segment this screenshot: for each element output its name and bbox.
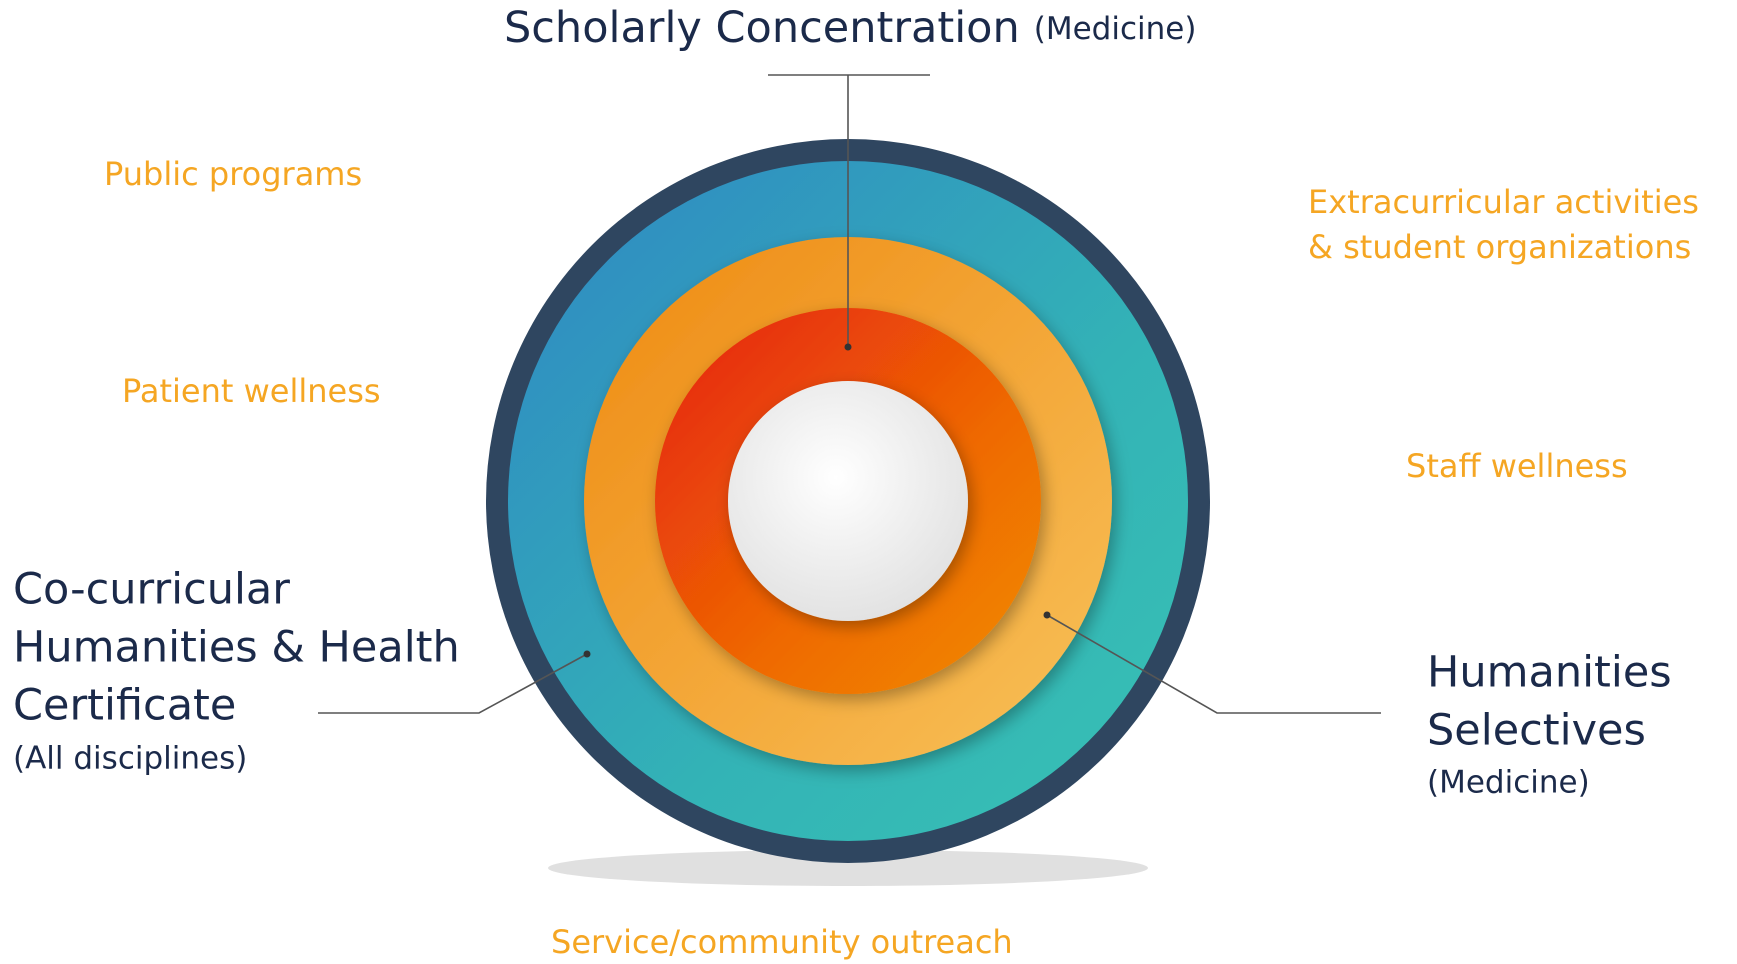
left-label: Co-curricular bbox=[13, 565, 290, 615]
context-label: Staff wellness bbox=[1406, 447, 1628, 485]
right-label: Selectives bbox=[1427, 706, 1646, 756]
title: Scholarly Concentration (Medicine) bbox=[504, 3, 1196, 53]
right-note: (Medicine) bbox=[1427, 765, 1590, 801]
connectors bbox=[318, 74, 1381, 714]
context-label: Extracurricular activities bbox=[1308, 183, 1699, 221]
left-label: Certificate bbox=[13, 681, 236, 731]
ground-shadow bbox=[548, 850, 1148, 886]
context-label: Service/community outreach bbox=[551, 923, 1013, 960]
context-label: Public programs bbox=[104, 155, 362, 193]
context-label: Patient wellness bbox=[122, 372, 381, 410]
connector bbox=[1046, 614, 1381, 714]
connector-dot bbox=[1043, 611, 1051, 619]
connector-dot bbox=[583, 650, 591, 658]
right-label: Humanities bbox=[1427, 648, 1672, 698]
title-note: (Medicine) bbox=[1034, 11, 1197, 47]
connector-dot bbox=[844, 343, 852, 351]
left-label: Humanities & Health bbox=[13, 623, 460, 673]
center-circle bbox=[728, 381, 968, 621]
connector bbox=[318, 653, 588, 714]
context-label: & student organizations bbox=[1308, 228, 1691, 266]
title-main: Scholarly Concentration bbox=[504, 3, 1020, 53]
left-note: (All disciplines) bbox=[13, 741, 247, 777]
